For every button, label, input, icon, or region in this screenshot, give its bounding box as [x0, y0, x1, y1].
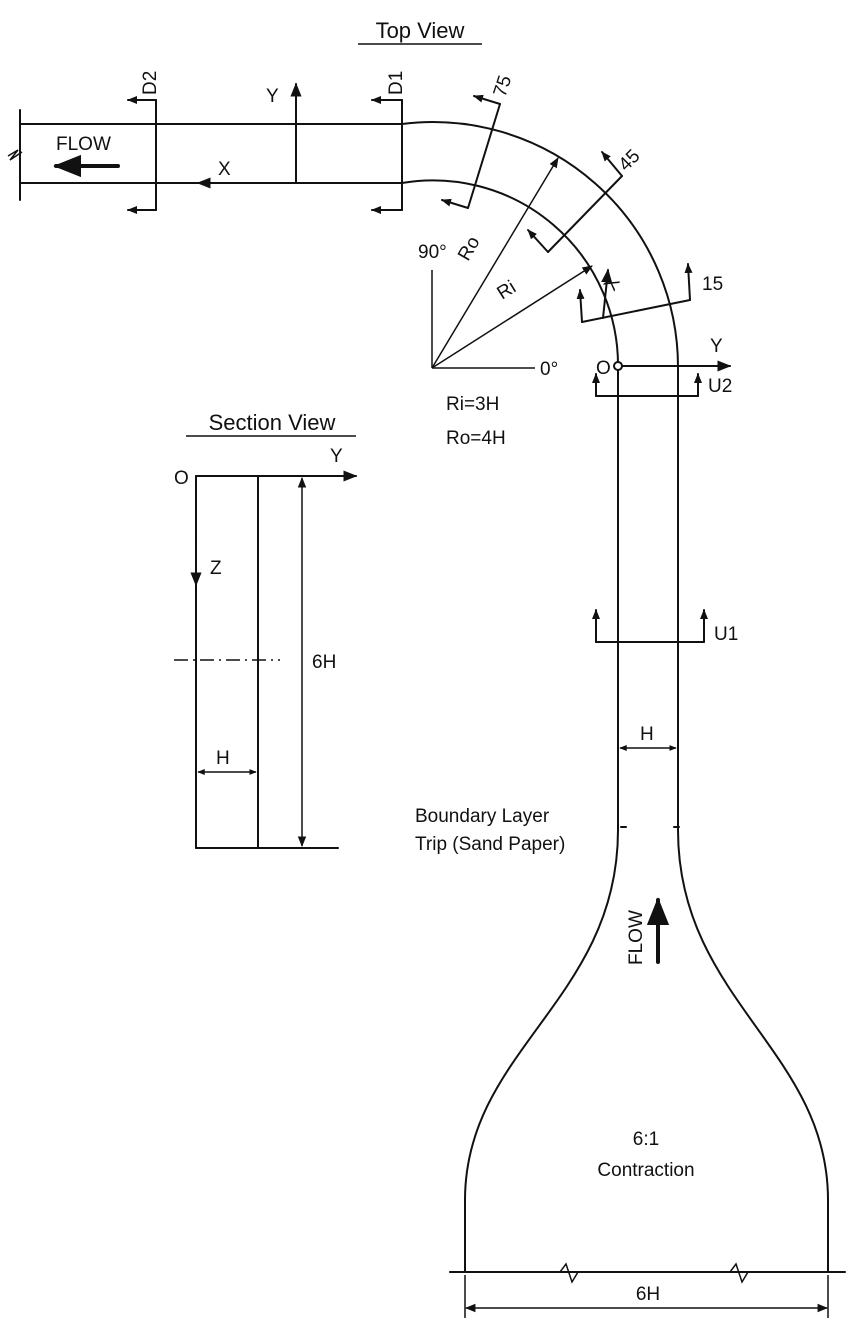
- u2-station-bracket: [595, 379, 699, 397]
- bend-inner-wall: [401, 179, 620, 369]
- ri-label: Ri: [494, 277, 520, 304]
- contraction-label: Contraction: [597, 1160, 694, 1181]
- break-symbol: [7, 149, 23, 161]
- section-view: Section View O Y Z 6H H: [174, 410, 358, 849]
- d2-label: D2: [140, 71, 161, 95]
- top-view-title: Top View: [376, 18, 465, 43]
- station-15-arrow-right: [684, 263, 693, 301]
- station-75-line: [467, 103, 501, 209]
- origin-marker: [613, 361, 623, 371]
- angle-90-label: 90°: [418, 242, 447, 263]
- inlet-flow-label: FLOW: [626, 910, 647, 965]
- outlet-y-label: Y: [266, 86, 279, 107]
- d1-label: D1: [386, 71, 407, 95]
- station-45-arrow-bottom: [527, 229, 549, 253]
- ro-label: Ro: [454, 233, 484, 265]
- outlet-x-label: X: [218, 159, 231, 180]
- trip-label-line2: Trip (Sand Paper): [415, 834, 565, 855]
- inlet-y-label: Y: [710, 336, 723, 357]
- contraction-right-wall: [677, 829, 829, 1273]
- section-height-label: 6H: [312, 652, 336, 673]
- station-75-arrow-top: [473, 94, 501, 105]
- bend-x-arrow: [601, 268, 613, 319]
- inlet-width-label: H: [640, 724, 654, 745]
- station-15-label: 15: [702, 274, 723, 295]
- ri-radius-line: [431, 265, 593, 369]
- bend-outer-wall: [401, 121, 680, 369]
- station-45-line: [547, 175, 623, 253]
- station-15-line: [581, 299, 691, 323]
- contraction-left-wall: [464, 829, 619, 1273]
- section-origin-label: O: [174, 468, 189, 489]
- station-15-arrow-left: [576, 289, 585, 323]
- angle-0-label: 0°: [540, 359, 558, 380]
- section-z-label: Z: [210, 558, 222, 579]
- outlet-flow-label: FLOW: [56, 134, 111, 155]
- origin-label: O: [596, 358, 611, 379]
- station-75-label: 75: [490, 73, 517, 100]
- trip-label-line1: Boundary Layer: [415, 806, 550, 827]
- ri-equation: Ri=3H: [446, 394, 499, 415]
- section-view-title: Section View: [209, 410, 336, 435]
- u1-label: U1: [714, 624, 738, 645]
- base-break-right: [729, 1262, 749, 1284]
- contraction-ratio: 6:1: [633, 1129, 659, 1150]
- top-view: Top View 6H FLOW X Y: [7, 18, 846, 1318]
- u2-label: U2: [708, 376, 732, 397]
- base-break-left: [559, 1262, 579, 1284]
- section-y-label: Y: [330, 446, 343, 467]
- ro-equation: Ro=4H: [446, 428, 506, 449]
- ro-radius-line: [431, 157, 559, 369]
- bottom-width-label: 6H: [636, 1284, 660, 1305]
- station-45-arrow-top: [601, 151, 623, 177]
- bend-x-label: X: [600, 273, 625, 295]
- section-width-label: H: [216, 748, 230, 769]
- station-75-arrow-bottom: [441, 198, 469, 209]
